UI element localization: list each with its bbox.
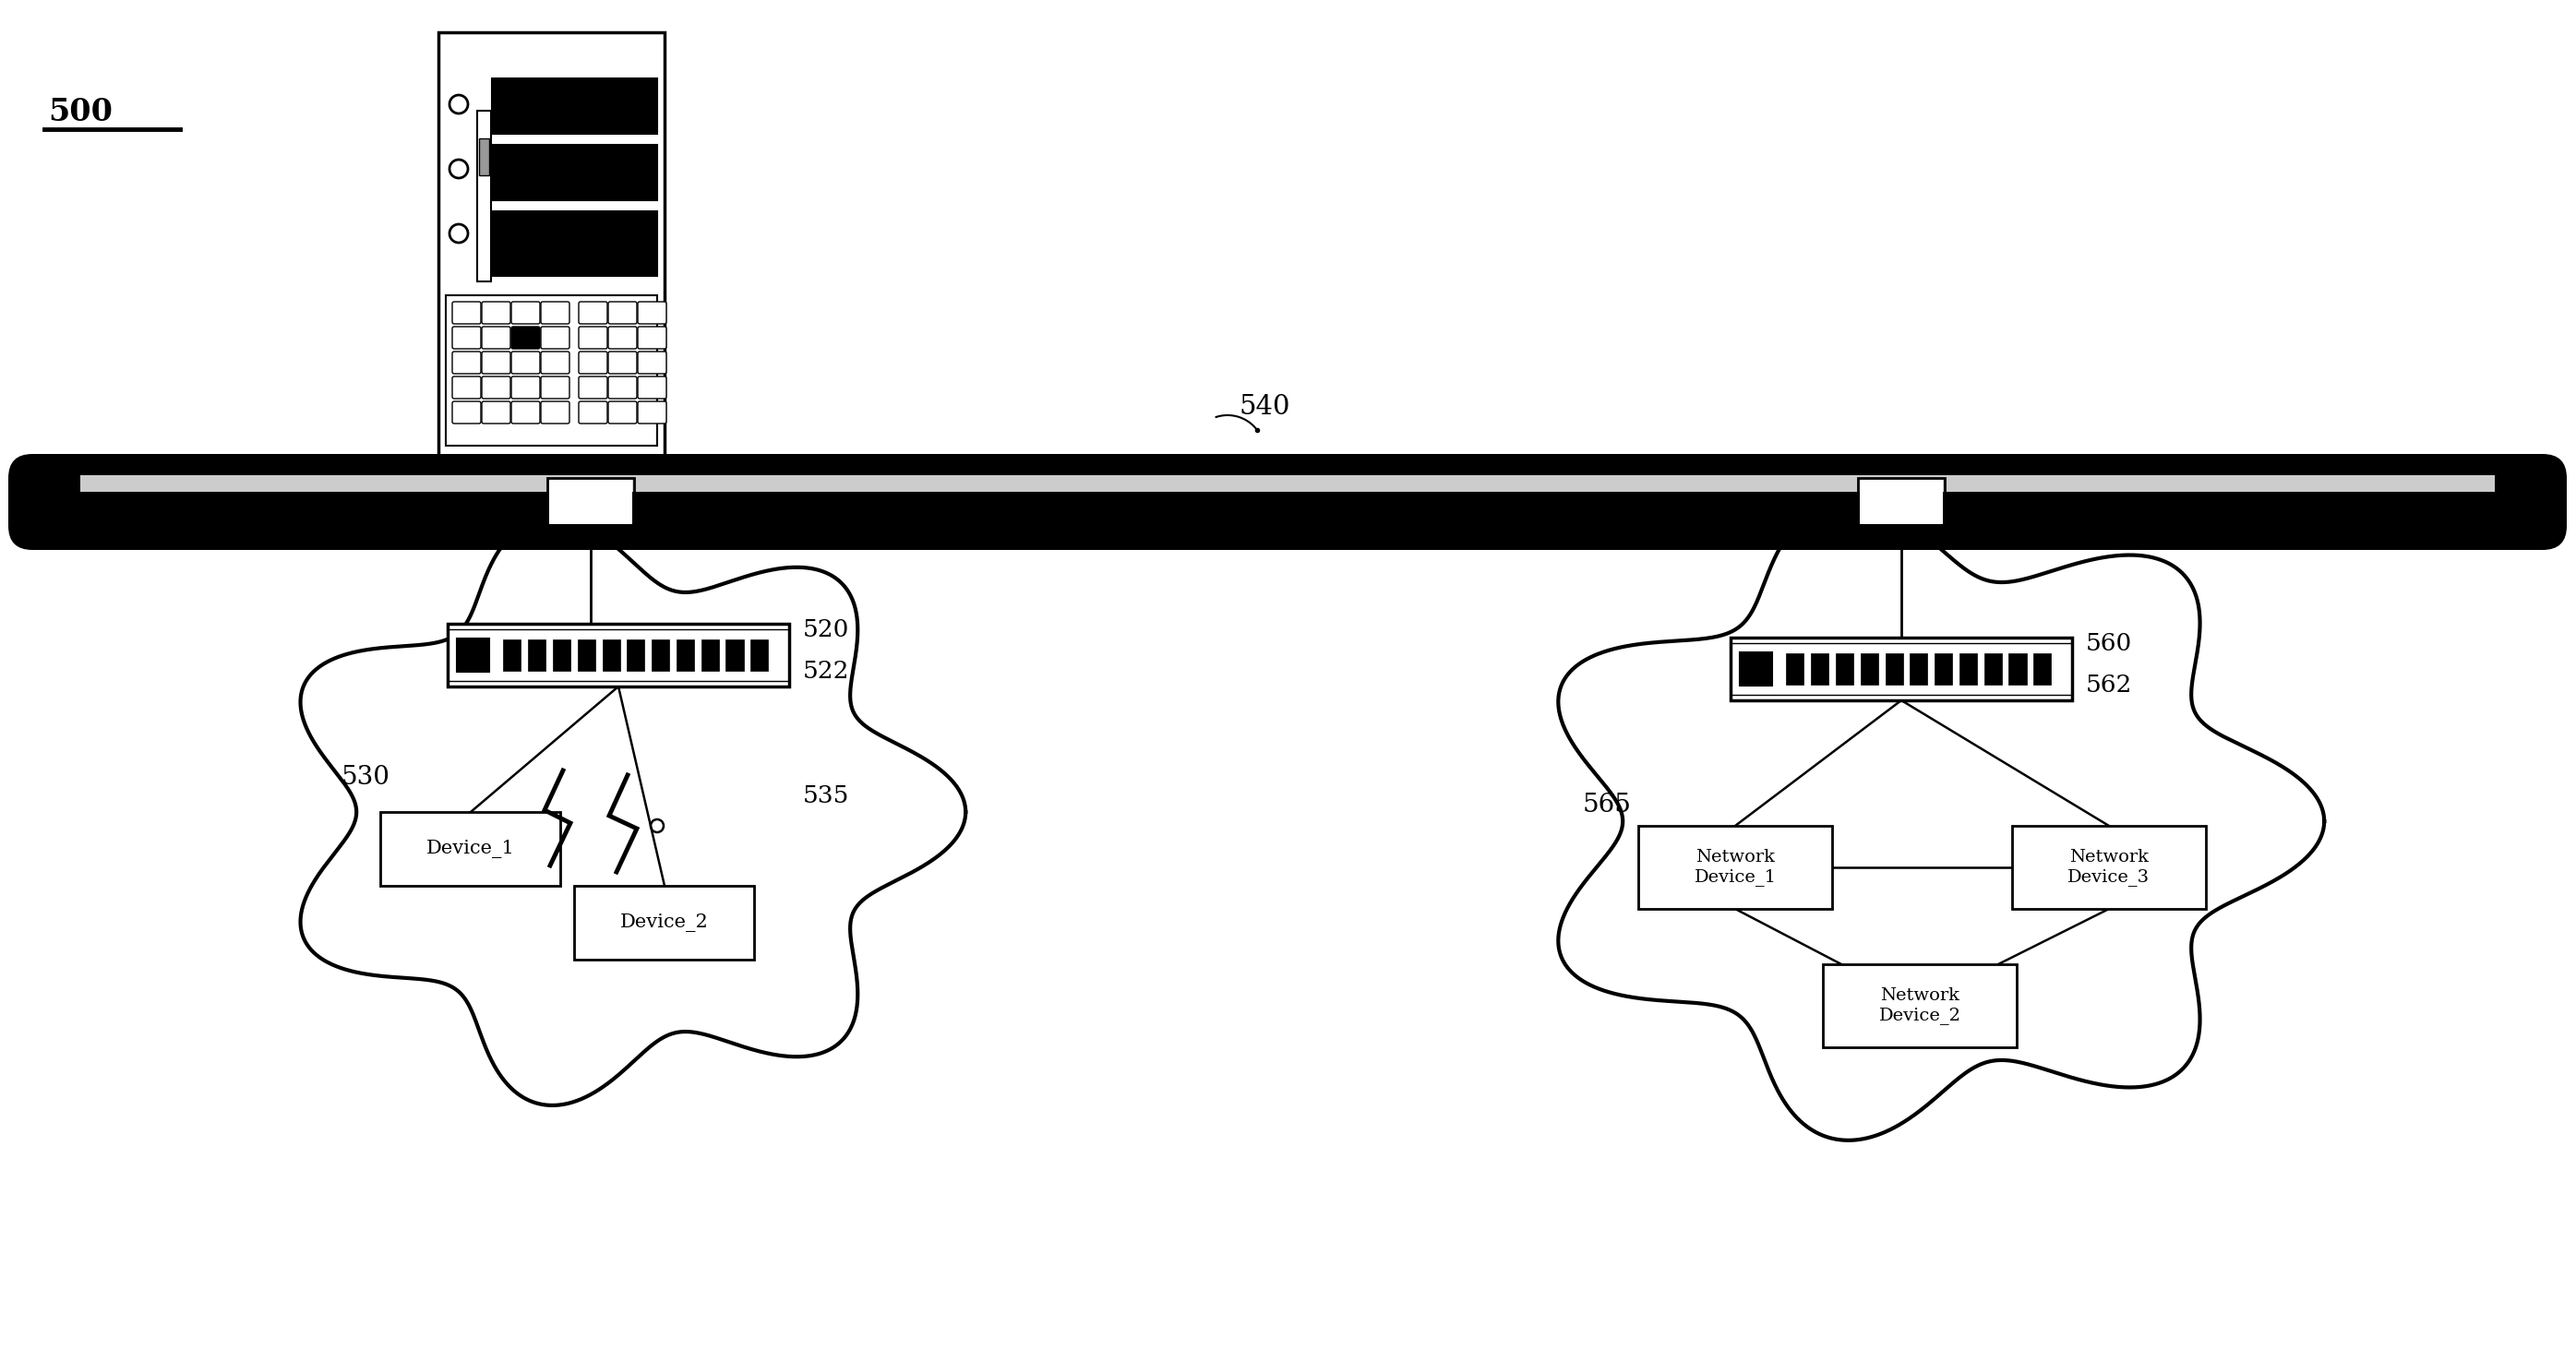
Bar bbox=[528, 640, 546, 671]
Bar bbox=[492, 144, 657, 200]
FancyBboxPatch shape bbox=[541, 351, 569, 374]
FancyBboxPatch shape bbox=[541, 302, 569, 324]
Bar bbox=[446, 295, 657, 445]
Bar bbox=[1960, 653, 1976, 685]
FancyBboxPatch shape bbox=[482, 302, 510, 324]
Bar bbox=[502, 640, 520, 671]
FancyBboxPatch shape bbox=[608, 327, 636, 348]
Text: 500: 500 bbox=[49, 97, 113, 128]
Bar bbox=[1837, 653, 1852, 685]
Bar bbox=[2032, 653, 2050, 685]
FancyBboxPatch shape bbox=[639, 351, 667, 374]
Bar bbox=[1638, 826, 1832, 909]
Bar bbox=[603, 640, 621, 671]
Text: Network
Device_2: Network Device_2 bbox=[1878, 988, 1960, 1023]
FancyBboxPatch shape bbox=[510, 377, 541, 399]
Bar bbox=[750, 640, 768, 671]
Bar bbox=[1886, 653, 1904, 685]
Text: 520: 520 bbox=[804, 618, 850, 641]
Bar bbox=[546, 478, 634, 525]
Bar bbox=[1984, 653, 2002, 685]
Bar bbox=[1860, 480, 1942, 524]
Bar bbox=[574, 886, 755, 960]
FancyBboxPatch shape bbox=[639, 327, 667, 348]
Bar bbox=[1935, 653, 1953, 685]
FancyBboxPatch shape bbox=[608, 401, 636, 423]
FancyBboxPatch shape bbox=[482, 327, 510, 348]
FancyBboxPatch shape bbox=[482, 401, 510, 423]
Bar bbox=[626, 640, 644, 671]
FancyBboxPatch shape bbox=[608, 351, 636, 374]
Bar bbox=[726, 640, 744, 671]
Bar bbox=[554, 499, 629, 506]
Text: Device_1: Device_1 bbox=[428, 840, 515, 859]
Bar bbox=[554, 640, 569, 671]
FancyBboxPatch shape bbox=[453, 327, 482, 348]
FancyBboxPatch shape bbox=[453, 302, 482, 324]
Bar bbox=[1824, 964, 2017, 1047]
Polygon shape bbox=[1558, 502, 2324, 1141]
FancyBboxPatch shape bbox=[580, 377, 608, 399]
Bar bbox=[479, 139, 489, 176]
FancyBboxPatch shape bbox=[580, 302, 608, 324]
Bar bbox=[80, 475, 2494, 491]
Bar bbox=[1860, 653, 1878, 685]
Text: Network
Device_3: Network Device_3 bbox=[2069, 849, 2151, 886]
FancyBboxPatch shape bbox=[541, 327, 569, 348]
Bar bbox=[1857, 478, 1945, 525]
FancyBboxPatch shape bbox=[510, 302, 541, 324]
FancyBboxPatch shape bbox=[580, 401, 608, 423]
Bar bbox=[549, 480, 631, 524]
FancyBboxPatch shape bbox=[608, 302, 636, 324]
Bar bbox=[701, 640, 719, 671]
Text: 540: 540 bbox=[1239, 393, 1291, 419]
FancyBboxPatch shape bbox=[639, 377, 667, 399]
FancyBboxPatch shape bbox=[541, 401, 569, 423]
Bar bbox=[1909, 653, 1927, 685]
FancyBboxPatch shape bbox=[453, 401, 482, 423]
Bar bbox=[1739, 653, 1772, 686]
Bar bbox=[577, 640, 595, 671]
FancyBboxPatch shape bbox=[453, 351, 482, 374]
FancyBboxPatch shape bbox=[541, 377, 569, 399]
Text: 535: 535 bbox=[804, 784, 850, 807]
FancyBboxPatch shape bbox=[510, 351, 541, 374]
FancyBboxPatch shape bbox=[608, 377, 636, 399]
FancyBboxPatch shape bbox=[453, 377, 482, 399]
Polygon shape bbox=[301, 519, 966, 1105]
FancyBboxPatch shape bbox=[8, 455, 2566, 550]
FancyBboxPatch shape bbox=[639, 302, 667, 324]
FancyBboxPatch shape bbox=[482, 351, 510, 374]
Bar bbox=[1862, 499, 1940, 506]
Bar bbox=[492, 211, 657, 276]
Bar bbox=[1811, 653, 1829, 685]
Bar bbox=[652, 640, 670, 671]
Text: 560: 560 bbox=[2087, 632, 2133, 655]
FancyBboxPatch shape bbox=[580, 327, 608, 348]
FancyBboxPatch shape bbox=[580, 351, 608, 374]
Bar bbox=[677, 640, 693, 671]
Bar bbox=[1785, 653, 1803, 685]
Bar bbox=[1731, 637, 2071, 701]
FancyBboxPatch shape bbox=[510, 401, 541, 423]
Text: 562: 562 bbox=[2087, 674, 2133, 697]
Bar bbox=[456, 638, 489, 671]
Text: 522: 522 bbox=[804, 660, 850, 683]
Text: Network
Device_1: Network Device_1 bbox=[1695, 849, 1777, 886]
Text: 530: 530 bbox=[343, 765, 392, 789]
Bar bbox=[477, 110, 492, 282]
Bar bbox=[438, 33, 665, 457]
FancyBboxPatch shape bbox=[482, 377, 510, 399]
Bar bbox=[2009, 653, 2027, 685]
Bar bbox=[2012, 826, 2205, 909]
Text: 565: 565 bbox=[1582, 792, 1631, 818]
FancyBboxPatch shape bbox=[639, 401, 667, 423]
FancyBboxPatch shape bbox=[510, 327, 541, 348]
Bar bbox=[448, 623, 788, 686]
Text: Device_2: Device_2 bbox=[621, 913, 708, 932]
Bar bbox=[492, 79, 657, 133]
Bar bbox=[381, 813, 562, 886]
